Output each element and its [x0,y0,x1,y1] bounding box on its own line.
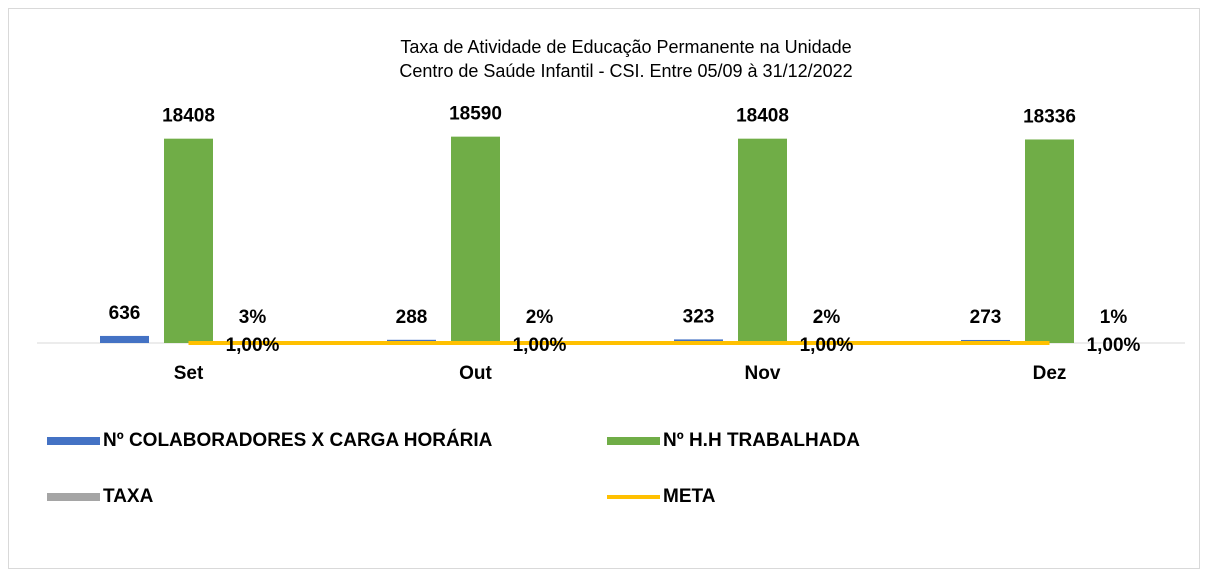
bar [451,136,500,343]
legend-label: Nº H.H TRABALHADA [663,430,860,451]
data-label: 1,00% [513,335,567,356]
legend-label: META [663,486,716,507]
data-label: 18408 [162,106,215,127]
legend-label: Nº COLABORADORES X CARGA HORÁRIA [103,429,493,451]
x-tick-label: Set [174,363,204,384]
legend-swatch [607,437,660,445]
bar [100,335,149,343]
data-label: 636 [109,303,141,324]
bar [164,138,213,343]
data-label: 1% [1100,307,1128,328]
data-label: 1,00% [1087,335,1141,356]
data-label: 2% [813,307,841,328]
data-label: 18408 [736,106,789,127]
data-label: 1,00% [800,335,854,356]
bar [1025,139,1074,343]
data-label: 288 [396,307,428,328]
x-tick-label: Nov [745,363,781,384]
data-label: 323 [683,306,715,327]
legend-swatch [47,493,100,501]
data-label: 1,00% [226,335,280,356]
chart-title: Centro de Saúde Infantil - CSI. Entre 05… [399,61,852,81]
data-label: 3% [239,307,267,328]
data-label: 273 [970,307,1002,328]
data-label: 2% [526,307,554,328]
legend-label: TAXA [103,486,154,507]
legend-swatch [47,437,100,445]
data-label: 18590 [449,104,502,125]
data-label: 18336 [1023,106,1076,127]
x-tick-label: Out [459,363,492,384]
chart-title: Taxa de Atividade de Educação Permanente… [400,37,851,57]
bar [738,138,787,343]
x-tick-label: Dez [1033,363,1067,384]
